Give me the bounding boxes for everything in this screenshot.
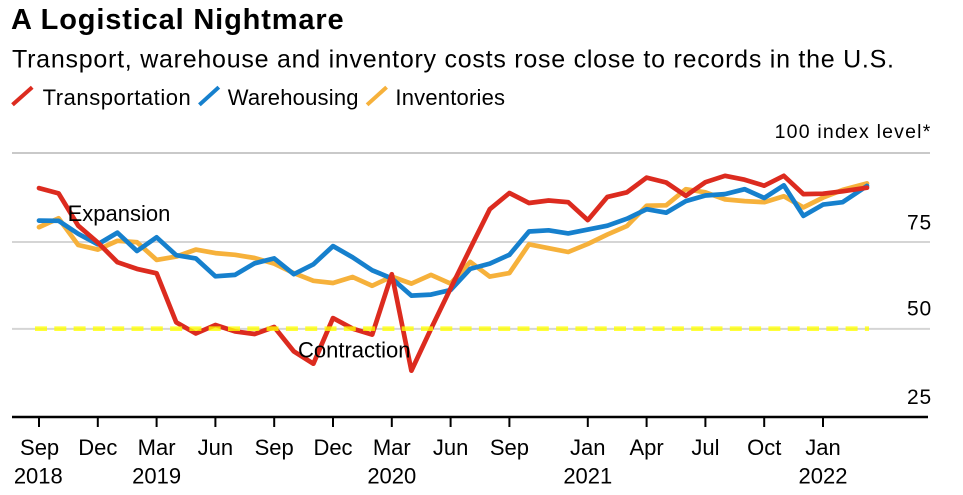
svg-text:2021: 2021 — [563, 464, 612, 489]
svg-text:Jan: Jan — [805, 435, 840, 460]
svg-text:Sep: Sep — [490, 435, 529, 460]
svg-text:Warehousing: Warehousing — [228, 85, 359, 110]
svg-text:Transportation: Transportation — [43, 85, 192, 110]
svg-text:75: 75 — [907, 212, 932, 235]
svg-text:Mar: Mar — [138, 435, 176, 460]
svg-text:100 index level*: 100 index level* — [775, 121, 932, 143]
svg-text:Sep: Sep — [255, 435, 294, 460]
svg-text:2018: 2018 — [14, 464, 63, 489]
svg-text:2022: 2022 — [799, 464, 848, 489]
svg-text:A Logistical Nightmare: A Logistical Nightmare — [11, 4, 344, 36]
svg-text:Dec: Dec — [78, 435, 117, 460]
svg-text:Dec: Dec — [313, 435, 352, 460]
svg-text:Jul: Jul — [691, 435, 719, 460]
svg-text:Inventories: Inventories — [395, 85, 505, 110]
svg-text:Jan: Jan — [570, 435, 605, 460]
svg-text:Oct: Oct — [747, 435, 781, 460]
svg-text:Mar: Mar — [373, 435, 411, 460]
svg-text:2019: 2019 — [132, 464, 181, 489]
svg-text:Jun: Jun — [433, 435, 468, 460]
svg-text:Expansion: Expansion — [68, 201, 171, 226]
svg-text:Contraction: Contraction — [298, 338, 411, 363]
svg-text:25: 25 — [907, 386, 932, 409]
svg-text:Apr: Apr — [629, 435, 663, 460]
svg-text:Transport, warehouse and inven: Transport, warehouse and inventory costs… — [12, 46, 895, 74]
svg-text:Sep: Sep — [20, 435, 59, 460]
svg-text:Jun: Jun — [198, 435, 233, 460]
svg-text:50: 50 — [907, 298, 932, 321]
svg-text:2020: 2020 — [367, 464, 416, 489]
